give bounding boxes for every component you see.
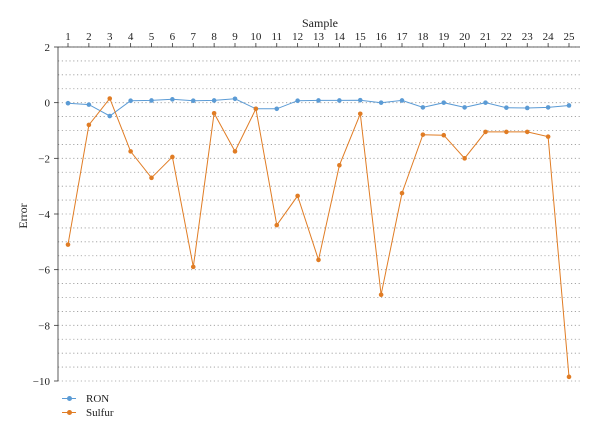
data-point-ron <box>378 100 384 105</box>
data-point-ron <box>545 105 551 110</box>
x-tick-label: 4 <box>128 31 134 43</box>
data-point-sulfur <box>107 96 113 101</box>
x-tick-label: 12 <box>292 31 303 43</box>
data-point-ron <box>566 103 572 108</box>
data-point-ron <box>295 98 300 104</box>
data-point-sulfur <box>149 175 154 181</box>
x-tick-label: 21 <box>480 31 491 43</box>
data-point-sulfur <box>420 132 426 137</box>
data-series <box>65 96 572 380</box>
data-point-sulfur <box>274 222 280 228</box>
x-tick-label: 22 <box>501 31 512 43</box>
data-point-ron <box>86 102 92 107</box>
data-point-ron <box>420 105 426 110</box>
x-tick-label: 13 <box>313 31 325 43</box>
data-point-ron <box>462 105 467 110</box>
data-point-sulfur <box>483 129 488 135</box>
y-tick-label: 0 <box>45 98 51 110</box>
x-axis-ticks: 1 2 3 4 5 6 7 8 9 10 11 12 13 14 15 16 17 18 19 20 21 22 23 24 2… <box>65 31 575 47</box>
x-tick-label: 15 <box>355 31 367 43</box>
data-point-sulfur <box>253 106 259 112</box>
data-point-sulfur <box>128 149 133 154</box>
x-tick-label: 1 <box>65 31 71 43</box>
x-tick-label: 10 <box>250 31 262 43</box>
x-tick-label: 20 <box>459 31 471 43</box>
data-point-ron <box>441 100 447 105</box>
legend-item-sulfur: Sulfur <box>62 406 114 420</box>
data-point-ron <box>232 96 238 102</box>
x-tick-label: 2 <box>86 31 92 43</box>
data-point-ron <box>399 98 405 103</box>
y-tick-label: 2 <box>45 42 51 54</box>
plot-frame <box>57 46 580 381</box>
y-axis-title: Error <box>16 203 30 228</box>
data-point-sulfur <box>524 129 530 135</box>
data-point-sulfur <box>357 111 363 117</box>
y-tick-label: −8 <box>38 320 50 332</box>
x-tick-label: 23 <box>522 31 534 43</box>
data-point-sulfur <box>566 374 572 380</box>
data-point-sulfur <box>504 129 509 135</box>
data-point-sulfur <box>545 134 551 139</box>
data-point-sulfur <box>378 292 384 298</box>
series-line-sulfur <box>67 97 570 377</box>
data-point-sulfur <box>86 122 92 128</box>
data-point-sulfur <box>65 242 71 247</box>
x-axis-title: Sample <box>302 16 338 30</box>
data-point-ron <box>274 106 280 112</box>
data-point-ron <box>107 113 113 119</box>
x-tick-label: 18 <box>417 31 429 43</box>
data-point-sulfur <box>170 154 175 160</box>
grid-lines <box>58 46 580 382</box>
data-point-sulfur <box>232 149 238 154</box>
x-tick-label: 5 <box>149 31 155 43</box>
data-point-sulfur <box>337 162 342 168</box>
y-tick-label: −2 <box>38 153 50 165</box>
data-point-ron <box>316 98 321 103</box>
data-point-ron <box>524 105 530 111</box>
legend-label-ron: RON <box>86 393 110 405</box>
legend-label-sulfur: Sulfur <box>86 407 114 419</box>
legend: RON Sulfur <box>62 392 114 420</box>
x-tick-label: 16 <box>376 31 388 43</box>
x-tick-label: 9 <box>232 31 238 43</box>
data-point-ron <box>483 100 488 105</box>
x-tick-label: 24 <box>543 31 555 43</box>
x-tick-label: 6 <box>170 31 176 43</box>
y-tick-label: −4 <box>38 209 50 221</box>
data-point-ron <box>337 98 342 103</box>
data-point-sulfur <box>316 257 321 263</box>
legend-swatch-ron <box>62 394 76 404</box>
data-point-sulfur <box>295 193 300 199</box>
series-sulfur <box>65 96 572 380</box>
x-tick-label: 3 <box>107 31 113 43</box>
data-point-sulfur <box>211 110 217 116</box>
data-point-ron <box>504 105 509 110</box>
data-point-ron <box>128 98 133 104</box>
series-ron <box>65 96 572 119</box>
data-point-sulfur <box>190 264 196 270</box>
x-tick-label: 14 <box>334 31 346 43</box>
x-tick-label: 11 <box>271 31 282 43</box>
data-point-ron <box>170 97 175 102</box>
data-point-sulfur <box>399 190 405 196</box>
y-tick-label: −6 <box>38 265 50 277</box>
x-tick-label: 19 <box>438 31 450 43</box>
x-tick-label: 8 <box>211 31 217 43</box>
x-tick-label: 17 <box>397 31 409 43</box>
y-tick-label: −10 <box>33 376 51 388</box>
data-point-sulfur <box>462 156 467 161</box>
data-point-ron <box>211 98 217 103</box>
legend-item-ron: RON <box>62 392 114 406</box>
y-axis-ticks: 2 0 −2 −4 −6 −8 −10 <box>33 42 58 388</box>
legend-swatch-sulfur <box>62 408 76 418</box>
data-point-ron <box>357 97 363 103</box>
x-tick-label: 7 <box>191 31 197 43</box>
data-point-ron <box>190 98 196 104</box>
data-point-ron <box>65 100 71 106</box>
data-point-ron <box>149 98 154 103</box>
data-point-sulfur <box>441 132 447 138</box>
x-tick-label: 25 <box>564 31 576 43</box>
